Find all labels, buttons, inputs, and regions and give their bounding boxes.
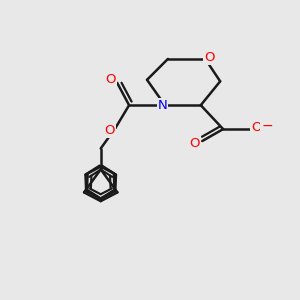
Text: O: O (105, 73, 116, 86)
Text: N: N (158, 99, 167, 112)
Text: −: − (262, 118, 273, 133)
Text: O: O (104, 124, 115, 137)
Text: O: O (251, 121, 262, 134)
Text: O: O (190, 137, 200, 150)
Text: O: O (205, 51, 215, 64)
